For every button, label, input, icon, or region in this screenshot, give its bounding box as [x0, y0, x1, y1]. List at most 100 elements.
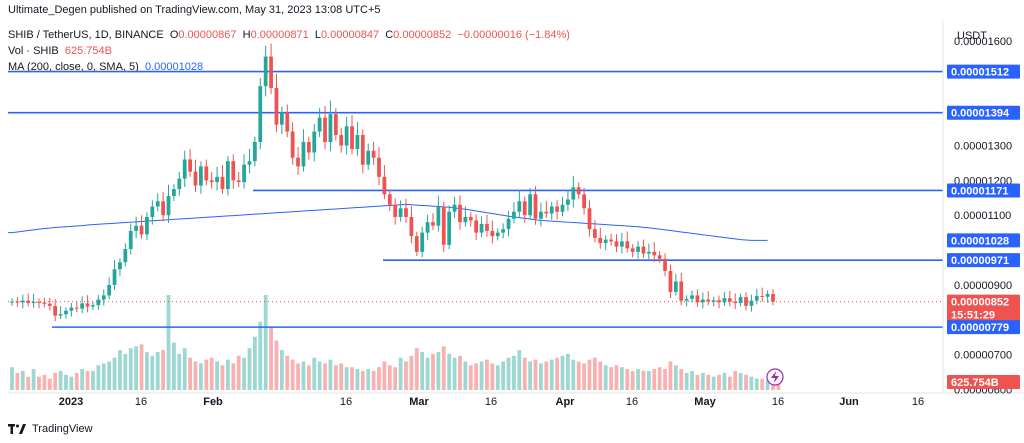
candle-body — [371, 150, 376, 158]
volume-bar — [177, 353, 182, 390]
candle-body — [69, 307, 74, 311]
volume-bar — [204, 359, 209, 390]
candle-body — [652, 251, 657, 256]
candle-body — [328, 114, 333, 143]
candle-body — [717, 300, 721, 303]
volume-bar — [490, 363, 495, 390]
price-label-text: 0.00001028 — [951, 235, 1009, 247]
volume-bar — [47, 378, 52, 390]
volume-bar — [420, 352, 425, 390]
volume-bar — [549, 359, 554, 390]
candle-body — [182, 159, 187, 179]
volume-bar — [155, 352, 160, 390]
candle-body — [323, 117, 327, 143]
volume-bar — [684, 372, 689, 390]
candle-body — [431, 222, 435, 226]
volume-bar — [700, 372, 705, 390]
volume-bar — [576, 361, 581, 390]
volume-bar — [323, 363, 327, 390]
candle-body — [727, 298, 732, 302]
volume-bar — [393, 367, 398, 390]
x-tick-label: May — [694, 396, 716, 408]
x-tick-label: 2023 — [59, 396, 83, 408]
volume-bar — [501, 361, 506, 390]
volume-bar — [107, 361, 112, 390]
volume-bar — [42, 374, 47, 390]
candle-body — [555, 206, 560, 212]
candle-body — [91, 305, 95, 307]
volume-bar — [215, 361, 219, 390]
candle-body — [409, 216, 414, 237]
volume-bar — [145, 352, 149, 390]
volume-bar — [722, 372, 727, 390]
volume-bar — [593, 357, 597, 390]
close-value: 0.00000852 — [393, 29, 452, 41]
candle-body — [193, 171, 198, 186]
candle-body — [188, 159, 192, 172]
volume-bar — [128, 348, 133, 390]
candle-body — [512, 211, 516, 219]
candle-body — [150, 206, 155, 217]
volume-bar — [679, 369, 684, 390]
published-by: Ultimate_Degen published on TradingView.… — [8, 4, 381, 16]
volume-bar — [312, 357, 317, 390]
price-label-text: 0.00001394 — [951, 108, 1010, 120]
candle-body — [128, 230, 133, 250]
volume-bar — [706, 374, 711, 390]
candle-body — [738, 297, 743, 304]
x-tick-label: Jun — [839, 396, 859, 408]
candle-body — [236, 180, 241, 183]
volume-bar — [199, 363, 203, 390]
volume-bar — [668, 361, 673, 390]
volume-bar — [269, 327, 273, 390]
x-tick-label: Apr — [556, 396, 576, 408]
volume-bar — [414, 348, 419, 390]
volume-bar — [252, 336, 257, 390]
price-labels: 0.00001512 0.00001394 0.00001171 0.00001028… — [766, 64, 1020, 389]
candle-body — [377, 157, 381, 177]
volume-bar — [544, 361, 549, 390]
y-tick-label: 0.00001600 — [954, 36, 1012, 48]
candle-body — [468, 216, 473, 221]
candle-body — [436, 206, 441, 226]
candle-body — [544, 211, 549, 214]
price-label-bg — [947, 105, 1020, 120]
candles — [10, 43, 775, 322]
candle-body — [199, 166, 203, 186]
volume-bar — [101, 363, 106, 390]
candle-body — [387, 194, 392, 205]
candle-body — [690, 295, 694, 299]
y-tick-label: 0.00000900 — [954, 280, 1012, 292]
candle-body — [539, 211, 543, 219]
volume-bar — [91, 371, 95, 390]
candle-body — [452, 204, 457, 212]
volume-bar — [274, 340, 279, 390]
x-tick-label: 16 — [340, 396, 352, 408]
volume-bar — [258, 321, 263, 390]
x-tick-label: 16 — [135, 396, 147, 408]
volume-bar — [306, 365, 311, 390]
candle-body — [15, 301, 20, 303]
volume-bar — [609, 367, 613, 390]
candle-body — [301, 142, 306, 167]
candle-body — [447, 211, 452, 245]
volume-bar — [296, 363, 300, 390]
volume-bar — [652, 369, 657, 390]
volume-bar — [533, 359, 538, 390]
open-label: O — [169, 29, 179, 41]
candle-body — [10, 301, 14, 303]
candle-body — [53, 305, 58, 316]
candle-body — [26, 300, 31, 304]
candle-body — [668, 270, 673, 292]
candle-body — [754, 296, 759, 301]
volume-bar — [333, 365, 338, 390]
candle-body — [501, 229, 506, 233]
candle-body — [619, 241, 624, 247]
candle-body — [285, 112, 290, 132]
candle-body — [344, 126, 349, 146]
volume-bar — [150, 355, 155, 390]
volume-bar — [468, 365, 473, 390]
volume-bar — [118, 350, 122, 390]
candle-body — [339, 135, 344, 146]
candle-body — [566, 199, 570, 205]
